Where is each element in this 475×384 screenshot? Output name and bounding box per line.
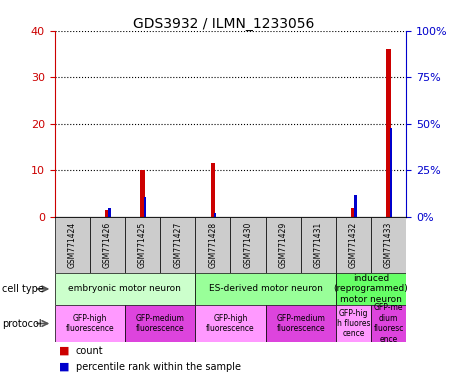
Bar <box>55 217 90 273</box>
Text: GSM771424: GSM771424 <box>68 222 76 268</box>
Bar <box>387 50 390 217</box>
Bar <box>214 213 216 217</box>
Bar <box>336 305 371 342</box>
Bar <box>125 217 160 273</box>
Bar <box>143 197 146 217</box>
Bar <box>195 305 266 342</box>
Bar <box>141 170 144 217</box>
Bar <box>160 217 195 273</box>
Bar <box>195 273 336 305</box>
Text: ■: ■ <box>59 346 70 356</box>
Bar <box>125 305 195 342</box>
Text: GFP-high
fluorescence: GFP-high fluorescence <box>66 314 114 333</box>
Text: GFP-me
dium
fluoresc
ence: GFP-me dium fluoresc ence <box>373 303 404 344</box>
Text: count: count <box>76 346 104 356</box>
Text: GDS3932 / ILMN_1233056: GDS3932 / ILMN_1233056 <box>133 17 314 31</box>
Text: GSM771432: GSM771432 <box>349 222 358 268</box>
Bar <box>352 208 355 217</box>
Text: GSM771433: GSM771433 <box>384 222 393 268</box>
Text: ■: ■ <box>59 362 70 372</box>
Bar <box>90 217 125 273</box>
Bar <box>266 217 301 273</box>
Text: GSM771425: GSM771425 <box>138 222 147 268</box>
Bar <box>336 217 371 273</box>
Text: GSM771426: GSM771426 <box>103 222 112 268</box>
Text: protocol: protocol <box>2 318 42 329</box>
Bar <box>266 305 336 342</box>
Text: GFP-hig
h fluores
cence: GFP-hig h fluores cence <box>337 309 370 338</box>
Text: GSM771429: GSM771429 <box>279 222 287 268</box>
Bar <box>354 195 357 217</box>
Text: cell type: cell type <box>2 284 44 294</box>
Bar <box>211 164 215 217</box>
Text: percentile rank within the sample: percentile rank within the sample <box>76 362 241 372</box>
Bar <box>55 273 195 305</box>
Text: ES-derived motor neuron: ES-derived motor neuron <box>209 285 323 293</box>
Text: GFP-medium
fluorescence: GFP-medium fluorescence <box>136 314 184 333</box>
Text: GFP-medium
fluorescence: GFP-medium fluorescence <box>276 314 325 333</box>
Bar <box>230 217 266 273</box>
Text: induced
(reprogrammed)
motor neuron: induced (reprogrammed) motor neuron <box>333 274 408 304</box>
Bar <box>390 127 392 217</box>
Bar <box>336 273 406 305</box>
Text: GSM771430: GSM771430 <box>244 222 252 268</box>
Bar <box>55 305 125 342</box>
Bar <box>371 217 406 273</box>
Bar <box>105 210 109 217</box>
Bar <box>301 217 336 273</box>
Text: GSM771428: GSM771428 <box>209 222 217 268</box>
Bar <box>371 305 406 342</box>
Text: GSM771431: GSM771431 <box>314 222 323 268</box>
Bar <box>195 217 230 273</box>
Text: embryonic motor neuron: embryonic motor neuron <box>68 285 181 293</box>
Bar <box>108 208 111 217</box>
Text: GFP-high
fluorescence: GFP-high fluorescence <box>206 314 255 333</box>
Text: GSM771427: GSM771427 <box>173 222 182 268</box>
